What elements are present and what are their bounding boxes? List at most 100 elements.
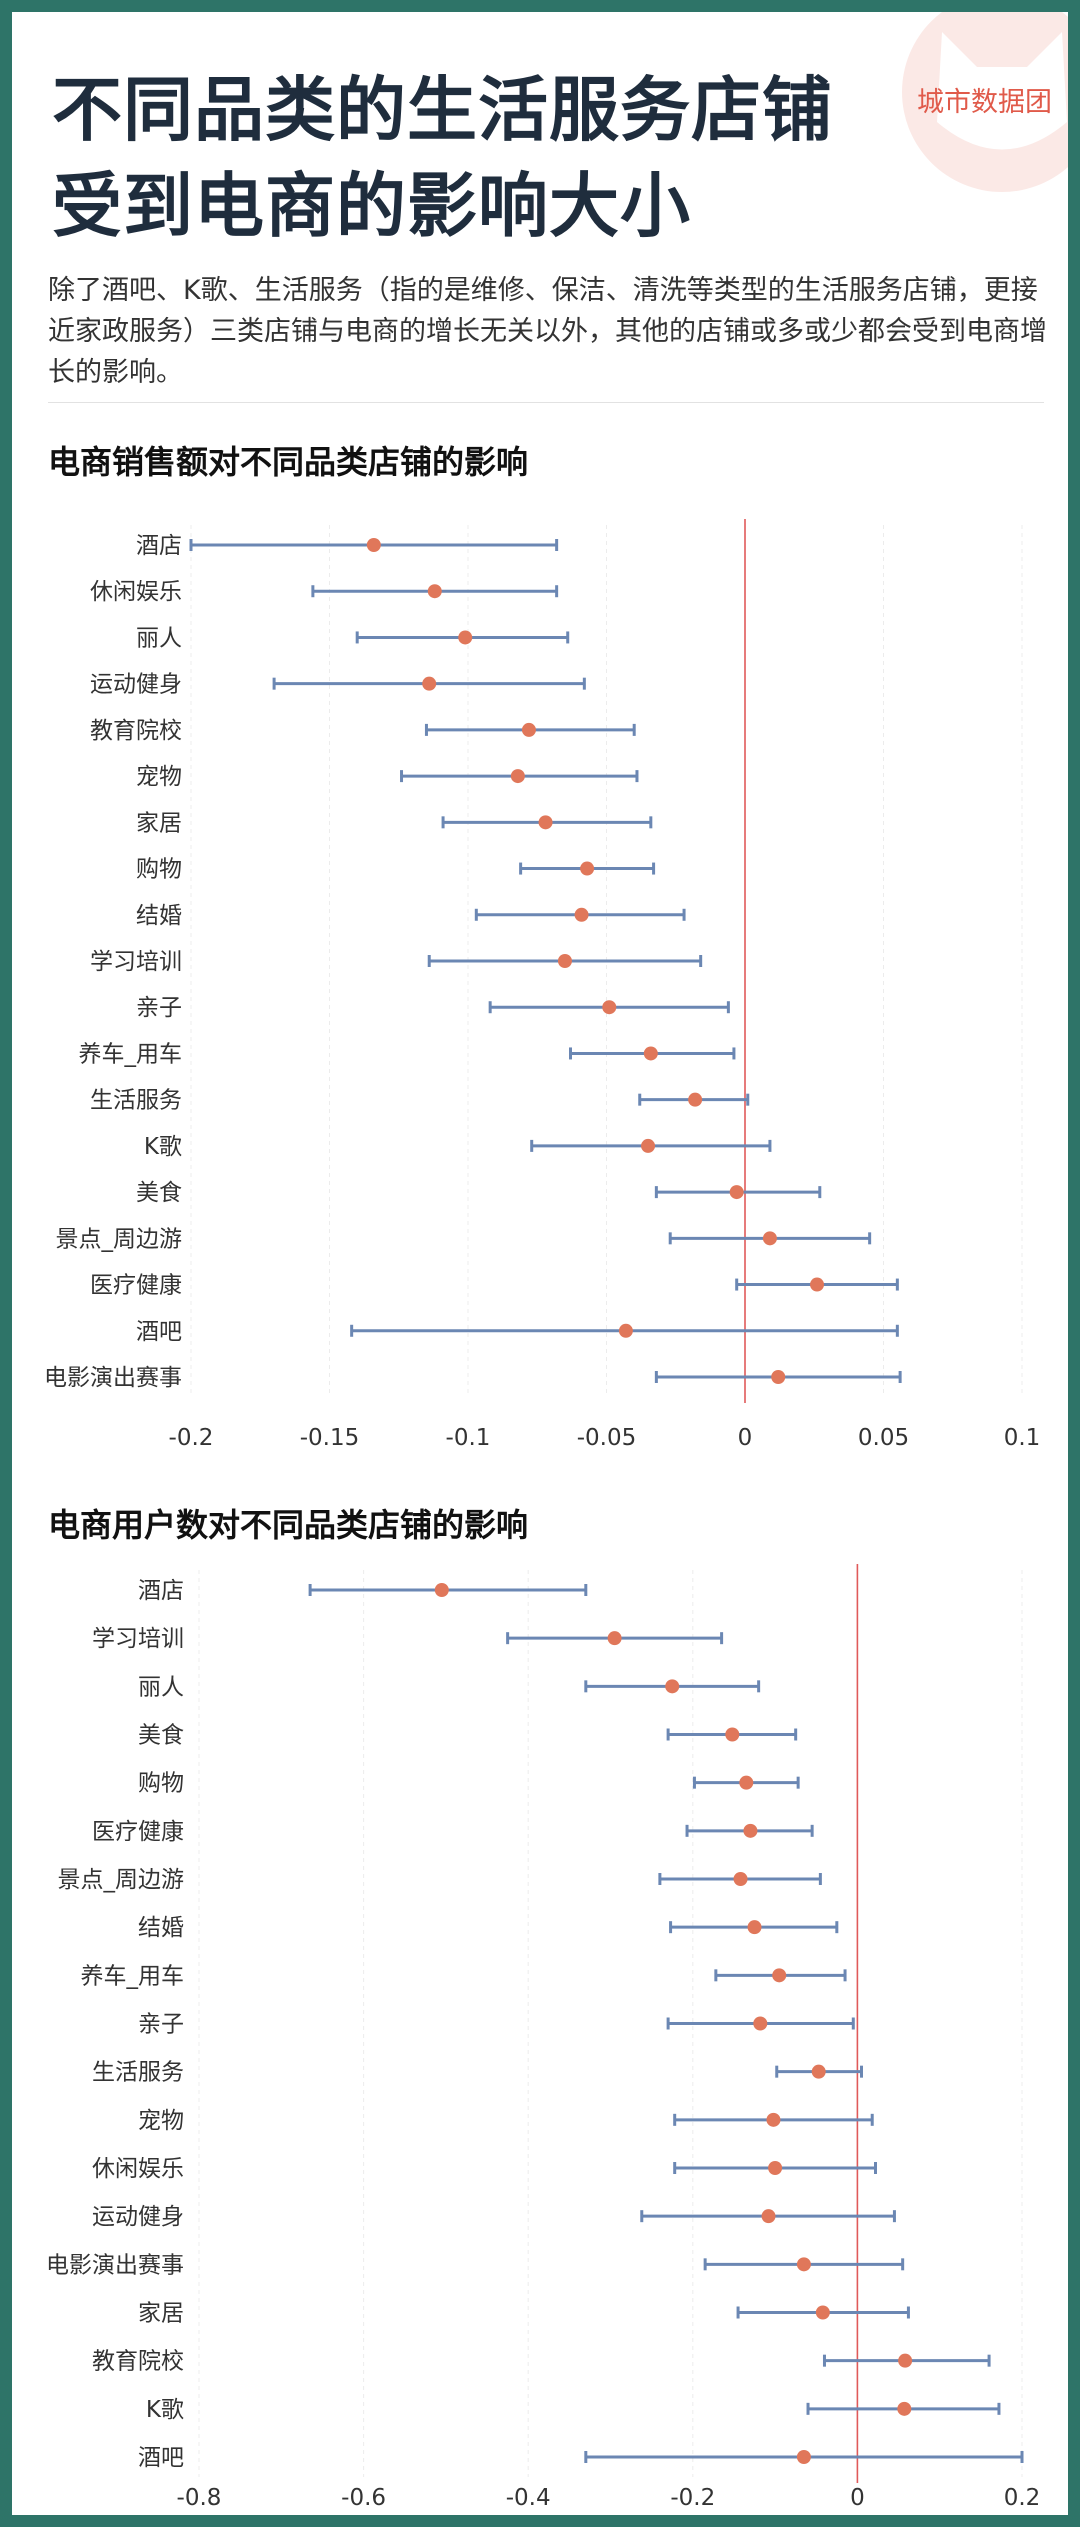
chart-0-tick-label: -0.2 xyxy=(169,1425,214,1451)
chart-1-category-label: 酒吧 xyxy=(138,2445,184,2471)
chart-1-estimate-point xyxy=(811,2064,826,2079)
chart-1-tick-label: -0.2 xyxy=(670,2485,715,2511)
chart-1-category-label: 丽人 xyxy=(138,1674,184,1700)
description-text: 除了酒吧、K歌、生活服务（指的是维修、保洁、清洗等类型的生活服务店铺，更接近家政… xyxy=(48,275,1047,388)
chart-0-estimate-point xyxy=(643,1046,658,1061)
chart-0-category-label: 教育院校 xyxy=(90,718,182,744)
chart-1-estimate-point xyxy=(897,2401,912,2416)
chart-1-category-label: 购物 xyxy=(138,1771,184,1797)
chart-1-tick-label: 0.2 xyxy=(1004,2485,1041,2511)
chart-0-estimate-point xyxy=(510,769,525,784)
chart-0-category-label: 结婚 xyxy=(136,903,182,929)
chart-0-estimate-point xyxy=(602,1000,617,1015)
page-title-line-1: 不同品类的生活服务店铺 xyxy=(52,69,833,151)
chart-0-estimate-point xyxy=(810,1277,825,1292)
logo-icon xyxy=(902,12,1068,192)
chart-0-tick-label: -0.05 xyxy=(577,1425,637,1451)
chart-1-category-label: 结婚 xyxy=(138,1915,184,1941)
chart-0-category-label: 养车_用车 xyxy=(79,1041,183,1067)
chart-0-category-label: 丽人 xyxy=(136,625,182,651)
chart-1-estimate-point xyxy=(743,1823,758,1838)
chart-1-category-label: 教育院校 xyxy=(92,2349,184,2375)
chart-1-tick-label: -0.6 xyxy=(341,2485,386,2511)
chart-1-category-label: 养车_用车 xyxy=(81,1963,185,1989)
chart-0-estimate-point xyxy=(458,630,473,645)
chart-0-category-label: 运动健身 xyxy=(90,672,182,698)
chart-0-category-label: 医疗健康 xyxy=(90,1273,182,1299)
chart-0-category-label: 酒店 xyxy=(136,533,182,559)
chart-1-category-label: 景点_周边游 xyxy=(58,1867,185,1893)
chart-0-estimate-point xyxy=(521,722,536,737)
chart-1-tick-label: -0.8 xyxy=(177,2485,222,2511)
chart-0-category-label: 美食 xyxy=(136,1180,182,1206)
chart-0-category-label: 酒吧 xyxy=(136,1319,182,1345)
chart-1-estimate-point xyxy=(898,2353,913,2368)
chart-0-estimate-point xyxy=(641,1138,656,1153)
chart-0-category-label: 购物 xyxy=(136,857,182,883)
chart-1-estimate-point xyxy=(768,2161,783,2175)
chart-0-estimate-point xyxy=(422,676,437,691)
chart-1-estimate-point xyxy=(725,1727,740,1742)
chart-0-estimate-point xyxy=(557,954,572,968)
page-title: 不同品类的生活服务店铺 受到电商的影响大小 xyxy=(52,62,872,254)
chart-1-estimate-point xyxy=(739,1775,754,1790)
chart-1-estimate-point xyxy=(796,2257,811,2272)
chart-1-estimate-point xyxy=(796,2450,811,2464)
chart-0-tick-label: 0.05 xyxy=(858,1425,909,1451)
chart-0-category-label: 生活服务 xyxy=(90,1088,182,1114)
chart-0-estimate-point xyxy=(366,538,381,552)
chart-1-estimate-point xyxy=(761,2209,776,2224)
chart-1-category-label: K歌 xyxy=(146,2397,184,2423)
chart-1-estimate-point xyxy=(747,1920,762,1935)
chart-0-category-label: 宠物 xyxy=(136,764,182,790)
chart-1-title: 电商销售额对不同品类店铺的影响 xyxy=(48,443,529,481)
chart-1-estimate-point xyxy=(766,2112,781,2127)
chart-0-category-label: 亲子 xyxy=(136,995,182,1021)
chart-0-tick-label: 0 xyxy=(738,1425,753,1451)
chart-0-category-label: 休闲娱乐 xyxy=(90,579,182,605)
chart-1-estimate-point xyxy=(607,1631,622,1646)
chart-1-tick-label: -0.4 xyxy=(506,2485,551,2511)
chart-1-estimate-point xyxy=(753,2016,768,2031)
chart-0-category-label: 学习培训 xyxy=(90,949,182,975)
chart-0-estimate-point xyxy=(538,815,553,830)
chart-0-estimate-point xyxy=(771,1370,786,1384)
chart-0-estimate-point xyxy=(427,584,442,599)
chart-1-estimate-point xyxy=(772,1968,787,1983)
chart-1-category-label: 美食 xyxy=(138,1723,184,1749)
chart-0-estimate-point xyxy=(618,1323,633,1338)
infographic-card: 不同品类的生活服务店铺 受到电商的影响大小 城市数据团 除了酒吧、K歌、生活服务… xyxy=(12,12,1068,2515)
chart-0-tick-label: -0.15 xyxy=(300,1425,360,1451)
chart-0-estimate-point xyxy=(729,1185,744,1200)
chart-0-estimate-point xyxy=(762,1231,777,1246)
chart-1-category-label: 亲子 xyxy=(138,2012,184,2038)
chart-0-category-label: 家居 xyxy=(136,810,182,836)
chart-1-category-label: 酒店 xyxy=(138,1578,184,1604)
chart-0-tick-label: -0.1 xyxy=(446,1425,491,1451)
chart-1-estimate-point xyxy=(434,1583,449,1597)
chart-1-category-label: 学习培训 xyxy=(92,1626,184,1652)
chart-1-category-label: 宠物 xyxy=(138,2108,184,2134)
chart-0-estimate-point xyxy=(580,861,595,876)
chart-2-title: 电商用户数对不同品类店铺的影响 xyxy=(48,1506,529,1544)
chart-1-category-label: 生活服务 xyxy=(92,2060,184,2086)
chart-1-estimate-point xyxy=(815,2305,830,2320)
chart-2: 酒店学习培训丽人美食购物医疗健康景点_周边游结婚养车_用车亲子生活服务宠物休闲娱… xyxy=(46,1564,1041,2511)
chart-0-category-label: 景点_周边游 xyxy=(56,1226,183,1252)
chart-0-category-label: 电影演出赛事 xyxy=(44,1365,182,1391)
divider xyxy=(48,402,1044,403)
chart-1-category-label: 电影演出赛事 xyxy=(46,2252,184,2278)
chart-0-category-label: K歌 xyxy=(144,1134,182,1160)
chart-1-category-label: 休闲娱乐 xyxy=(92,2156,184,2182)
logo-text: 城市数据团 xyxy=(917,87,1052,118)
chart-1-estimate-point xyxy=(665,1679,680,1694)
chart-1-category-label: 家居 xyxy=(138,2301,184,2327)
chart-1-tick-label: 0 xyxy=(850,2485,865,2511)
chart-0-estimate-point xyxy=(574,907,589,922)
chart-1-category-label: 医疗健康 xyxy=(92,1819,184,1845)
chart-0-estimate-point xyxy=(688,1092,703,1107)
page-title-line-2: 受到电商的影响大小 xyxy=(52,165,691,247)
chart-1-estimate-point xyxy=(733,1872,748,1886)
chart-0-tick-label: 0.1 xyxy=(1004,1425,1041,1451)
